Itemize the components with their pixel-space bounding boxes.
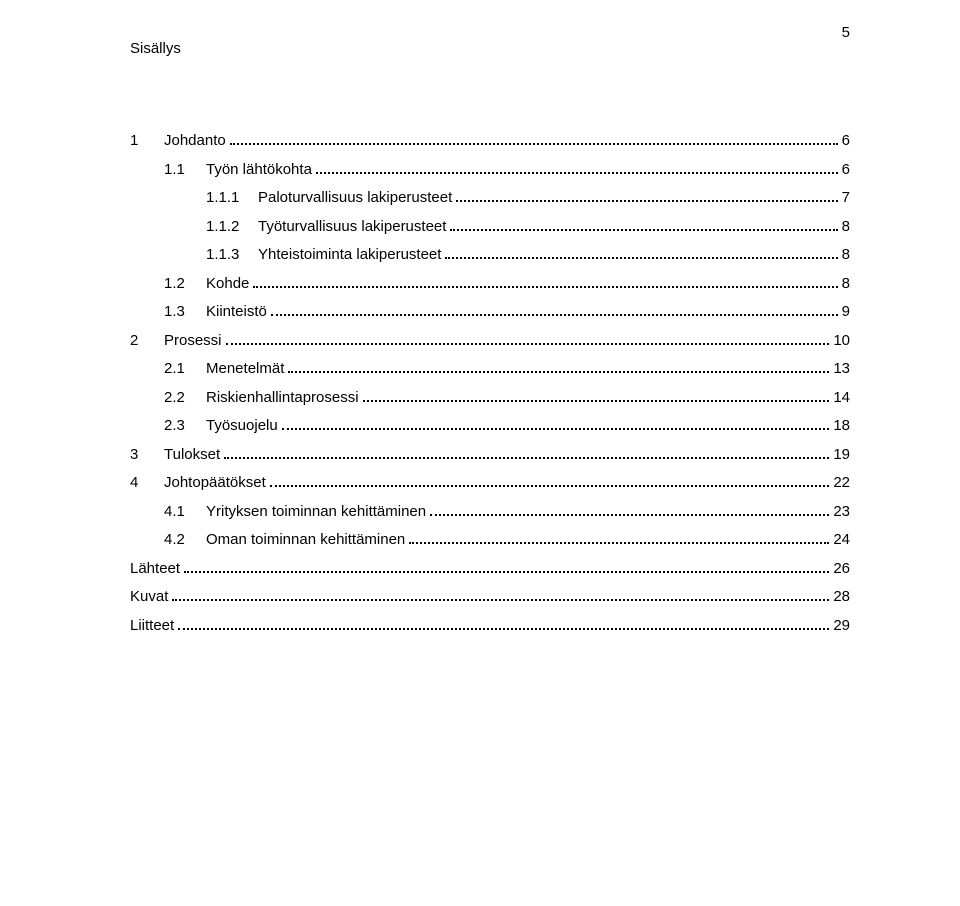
toc-entry-number: 1.1.2: [206, 213, 258, 242]
toc-leader: [224, 447, 829, 459]
toc-entry: Kuvat 28: [130, 583, 850, 612]
toc-entry-page: 23: [833, 498, 850, 527]
toc-entry: 2.1Menetelmät 13: [130, 355, 850, 384]
toc-entry-number: 1: [130, 127, 164, 156]
toc-entry-label: Kuvat: [130, 583, 168, 612]
toc-entry: Liitteet 29: [130, 612, 850, 641]
toc-leader: [456, 190, 837, 202]
toc-leader: [253, 276, 837, 288]
toc-entry-number: 4: [130, 469, 164, 498]
toc-entry: 1.1.2Työturvallisuus lakiperusteet 8: [130, 213, 850, 242]
toc-entry-label: Menetelmät: [206, 355, 284, 384]
toc-entry-page: 8: [842, 213, 850, 242]
toc-entry-label: Yrityksen toiminnan kehittäminen: [206, 498, 426, 527]
toc-entry: 1.1.3Yhteistoiminta lakiperusteet 8: [130, 241, 850, 270]
toc-entry-page: 9: [842, 298, 850, 327]
toc-entry-page: 6: [842, 127, 850, 156]
page-number: 5: [842, 24, 850, 41]
toc-entry-number: 1.1: [164, 156, 206, 185]
toc-leader: [184, 561, 829, 573]
toc-leader: [282, 418, 830, 430]
toc-entry-page: 22: [833, 469, 850, 498]
toc-entry-page: 10: [833, 327, 850, 356]
toc-entry-number: 2.2: [164, 384, 206, 413]
toc-container: 1Johdanto61.1Työn lähtökohta61.1.1Palotu…: [130, 127, 850, 640]
toc-entry: 1.3Kiinteistö 9: [130, 298, 850, 327]
toc-entry: 1.1Työn lähtökohta 6: [130, 156, 850, 185]
toc-entry-label: Kiinteistö: [206, 298, 267, 327]
toc-entry-number: 2.3: [164, 412, 206, 441]
toc-entry-number: 1.3: [164, 298, 206, 327]
toc-entry-page: 18: [833, 412, 850, 441]
toc-entry-page: 7: [842, 184, 850, 213]
toc-entry: 2.3Työsuojelu 18: [130, 412, 850, 441]
toc-entry-label: Tulokset: [164, 441, 220, 470]
toc-entry: 4Johtopäätökset 22: [130, 469, 850, 498]
toc-entry-number: 1.2: [164, 270, 206, 299]
toc-entry: 1.1.1Paloturvallisuus lakiperusteet 7: [130, 184, 850, 213]
toc-leader: [409, 532, 829, 544]
toc-entry-label: Kohde: [206, 270, 249, 299]
toc-entry-number: 1.1.3: [206, 241, 258, 270]
toc-entry-number: 4.2: [164, 526, 206, 555]
toc-entry: 1.2Kohde 8: [130, 270, 850, 299]
toc-entry: 4.2Oman toiminnan kehittäminen 24: [130, 526, 850, 555]
toc-entry-label: Johdanto: [164, 127, 226, 156]
toc-leader: [288, 361, 829, 373]
toc-entry-number: 1.1.1: [206, 184, 258, 213]
toc-entry-page: 13: [833, 355, 850, 384]
toc-entry-page: 6: [842, 156, 850, 185]
toc-entry-page: 19: [833, 441, 850, 470]
toc-entry-label: Johtopäätökset: [164, 469, 266, 498]
toc-entry-page: 8: [842, 270, 850, 299]
toc-leader: [178, 618, 829, 630]
toc-entry-page: 14: [833, 384, 850, 413]
toc-entry-number: 3: [130, 441, 164, 470]
toc-entry-page: 29: [833, 612, 850, 641]
toc-entry-page: 8: [842, 241, 850, 270]
toc-leader: [226, 333, 830, 345]
toc-entry: 3Tulokset 19: [130, 441, 850, 470]
toc-leader: [230, 133, 838, 145]
toc-entry: 2Prosessi 10: [130, 327, 850, 356]
toc-entry: 2.2Riskienhallintaprosessi 14: [130, 384, 850, 413]
toc-leader: [271, 304, 838, 316]
toc-entry-label: Riskienhallintaprosessi: [206, 384, 359, 413]
toc-entry-number: 4.1: [164, 498, 206, 527]
toc-entry-label: Yhteistoiminta lakiperusteet: [258, 241, 441, 270]
toc-entry: 4.1Yrityksen toiminnan kehittäminen 23: [130, 498, 850, 527]
toc-entry-number: 2.1: [164, 355, 206, 384]
toc-entry-label: Lähteet: [130, 555, 180, 584]
toc-entry-label: Liitteet: [130, 612, 174, 641]
toc-entry-label: Työsuojelu: [206, 412, 278, 441]
toc-leader: [450, 219, 837, 231]
toc-entry-label: Prosessi: [164, 327, 222, 356]
toc-entry-page: 28: [833, 583, 850, 612]
toc-entry-label: Oman toiminnan kehittäminen: [206, 526, 405, 555]
toc-leader: [430, 504, 829, 516]
toc-entry-label: Työn lähtökohta: [206, 156, 312, 185]
toc-title: Sisällys: [130, 40, 850, 57]
document-page: 5 Sisällys 1Johdanto 6 1.1Työn lähtökohta 6…: [0, 0, 960, 906]
toc-entry-page: 24: [833, 526, 850, 555]
toc-entry-label: Paloturvallisuus lakiperusteet: [258, 184, 452, 213]
toc-leader: [172, 589, 829, 601]
toc-entry: Lähteet 26: [130, 555, 850, 584]
toc-leader: [270, 475, 830, 487]
toc-entry-label: Työturvallisuus lakiperusteet: [258, 213, 446, 242]
toc-entry-number: 2: [130, 327, 164, 356]
toc-entry-page: 26: [833, 555, 850, 584]
toc-leader: [363, 390, 830, 402]
toc-leader: [316, 162, 838, 174]
toc-entry: 1Johdanto 6: [130, 127, 850, 156]
toc-leader: [445, 247, 837, 259]
